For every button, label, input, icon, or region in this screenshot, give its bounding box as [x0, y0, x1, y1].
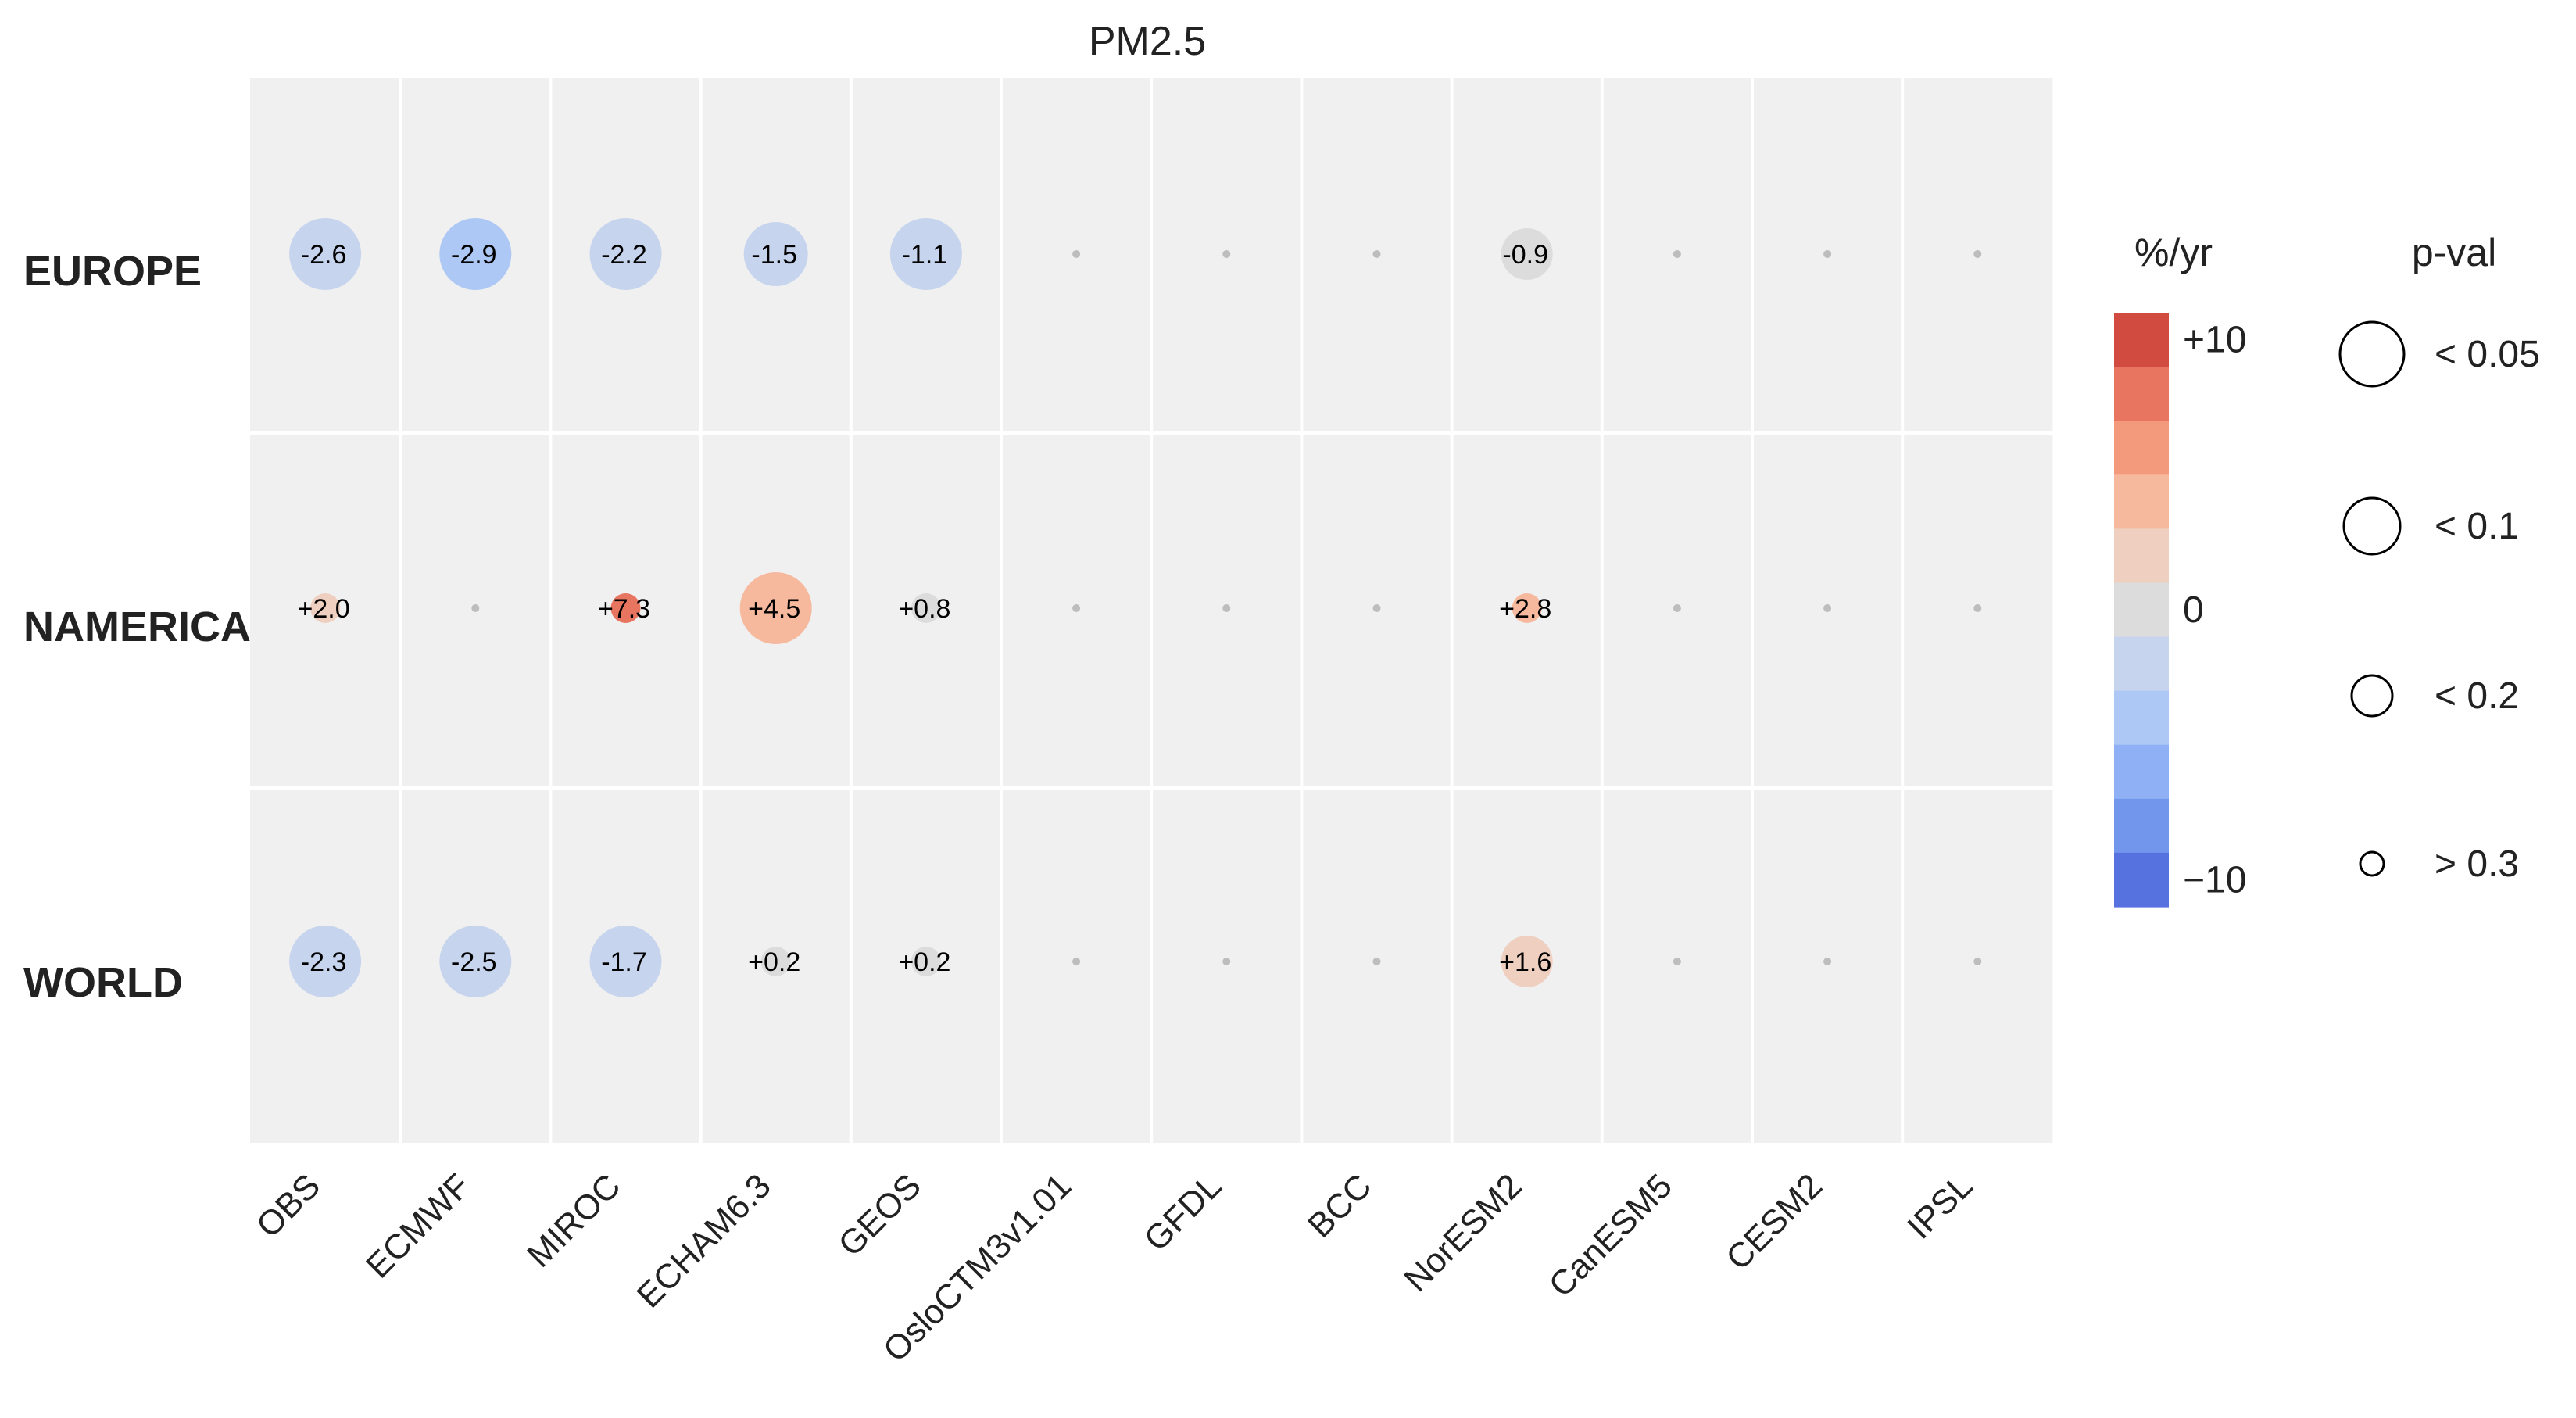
size-legend-circle [2359, 850, 2385, 877]
row-labels: EUROPE NAMERICA WORLD [23, 248, 251, 1006]
empty-cell-dot [1673, 250, 1681, 258]
trend-marker [439, 926, 512, 997]
empty-cell-dot [1973, 604, 1982, 612]
data-markers: -2.6 -2.9 -2.2 -1.5 -1.1 -0.9 +2.0 +7.3 +4.5 +0.8… [289, 218, 1982, 997]
trend-value-label: +0.8 [898, 594, 950, 624]
row-label-europe: EUROPE [23, 248, 202, 295]
empty-cell-dot [1372, 604, 1381, 612]
empty-cell-dot [1222, 604, 1231, 612]
trend-value-label: -0.9 [1502, 240, 1548, 270]
empty-cell-dot [1372, 250, 1381, 258]
empty-cell-dot [1673, 604, 1681, 612]
trend-value-label: -2.9 [451, 240, 497, 270]
trend-value-label: -2.5 [451, 947, 497, 977]
colorbar-tick-label: +10 [2183, 320, 2246, 361]
trend-value-label: -2.2 [601, 240, 647, 270]
trend-marker [310, 593, 341, 623]
trend-marker [911, 947, 941, 976]
colorbar-segment [2114, 313, 2169, 367]
size-legend-label: < 0.2 [2435, 675, 2519, 717]
trend-value-label: +7.3 [598, 594, 650, 624]
column-label-canesm5: CanESM5 [1542, 1166, 1680, 1304]
size-legend-circle [2342, 496, 2402, 556]
empty-cell-dot [1222, 958, 1231, 965]
column-label-noresm2: NorESM2 [1397, 1166, 1530, 1299]
column-label-geos: GEOS [831, 1166, 928, 1264]
trend-value-label: +1.6 [1499, 947, 1551, 977]
colorbar-segment [2114, 528, 2169, 584]
size-legend: p-val < 0.05 < 0.1 < 0.2 > 0.3 [2338, 231, 2540, 885]
trend-marker [289, 926, 362, 997]
grid-lines [250, 78, 2053, 1143]
column-label-gfdl: GFDL [1137, 1166, 1229, 1259]
empty-cell-dot [1823, 250, 1832, 258]
empty-cell-dot [1823, 604, 1832, 612]
chart-title: PM2.5 [1089, 19, 1206, 64]
column-label-obs: OBS [249, 1166, 327, 1244]
colorbar-segment [2114, 744, 2169, 800]
colorbar-segment [2114, 582, 2169, 638]
column-label-ecmwf: ECMWF [359, 1166, 478, 1285]
empty-cell-dot [1222, 250, 1231, 258]
trend-marker [610, 593, 641, 623]
colorbar-segment [2114, 852, 2169, 908]
size-legend-label: > 0.3 [2435, 843, 2519, 885]
colorbar-segment [2114, 367, 2169, 421]
trend-value-label: +2.0 [298, 594, 350, 624]
empty-cell-dot [1673, 958, 1681, 965]
trend-marker [289, 218, 362, 290]
trend-marker [743, 222, 808, 286]
empty-cell-dot [1072, 604, 1081, 612]
trend-value-label: -2.3 [301, 947, 347, 977]
empty-cell-dot [1372, 958, 1381, 965]
trend-value-label: +0.2 [898, 947, 950, 977]
empty-cell-dot [1823, 958, 1832, 965]
trend-value-label: -1.5 [751, 240, 797, 270]
empty-cell-dot [1973, 958, 1982, 965]
colorbar-segment [2114, 798, 2169, 854]
colorbar-title: %/yr [2134, 231, 2213, 274]
colorbar-segment [2114, 474, 2169, 529]
trend-value-label: -1.1 [902, 240, 948, 270]
trend-marker [911, 593, 941, 623]
trend-marker [439, 218, 512, 290]
trend-value-label: -1.7 [601, 947, 647, 977]
colorbar-segment [2114, 690, 2169, 746]
empty-cell-dot [1973, 250, 1982, 258]
size-legend-circle [2338, 320, 2406, 388]
trend-marker [1501, 228, 1553, 280]
row-label-namerica: NAMERICA [23, 603, 251, 650]
trend-value-label: +0.2 [748, 947, 800, 977]
empty-cell-dot [471, 604, 480, 612]
column-label-cesm2: CESM2 [1719, 1166, 1830, 1277]
colorbar-segment [2114, 421, 2169, 475]
row-label-world: WORLD [23, 959, 183, 1006]
empty-cell-dot [1072, 958, 1081, 965]
size-legend-title: p-val [2412, 231, 2496, 274]
colorbar-tick-label: 0 [2183, 589, 2204, 631]
trend-marker [739, 572, 812, 644]
column-label-echam6-3: ECHAM6.3 [630, 1166, 778, 1315]
trend-marker [1501, 936, 1553, 987]
column-label-ipsl: IPSL [1900, 1166, 1980, 1246]
trend-marker [889, 218, 962, 290]
column-label-miroc: MIROC [520, 1166, 628, 1274]
trend-marker [1512, 593, 1542, 623]
trend-marker [589, 926, 662, 997]
empty-cell-dot [1072, 250, 1081, 258]
size-legend-circle [2350, 674, 2394, 718]
size-legend-label: < 0.1 [2435, 506, 2519, 547]
column-label-bcc: BCC [1301, 1166, 1379, 1244]
size-legend-label: < 0.05 [2435, 334, 2540, 375]
colorbar-segment [2114, 636, 2169, 692]
colorbar-tick-label: −10 [2183, 859, 2246, 901]
trend-marker [589, 218, 662, 290]
trend-value-label: -2.6 [301, 240, 347, 270]
trend-value-label: +2.8 [1499, 594, 1551, 624]
trend-value-label: +4.5 [748, 594, 800, 624]
colorbar: %/yr +10 0 −10 [2114, 231, 2246, 908]
trend-marker [760, 947, 791, 976]
